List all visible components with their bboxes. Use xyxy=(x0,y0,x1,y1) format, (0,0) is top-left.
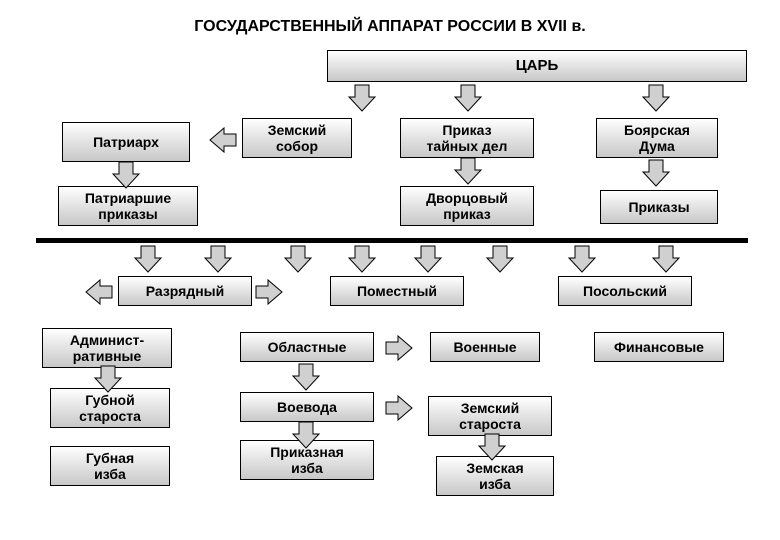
arrows-layer xyxy=(0,0,780,540)
